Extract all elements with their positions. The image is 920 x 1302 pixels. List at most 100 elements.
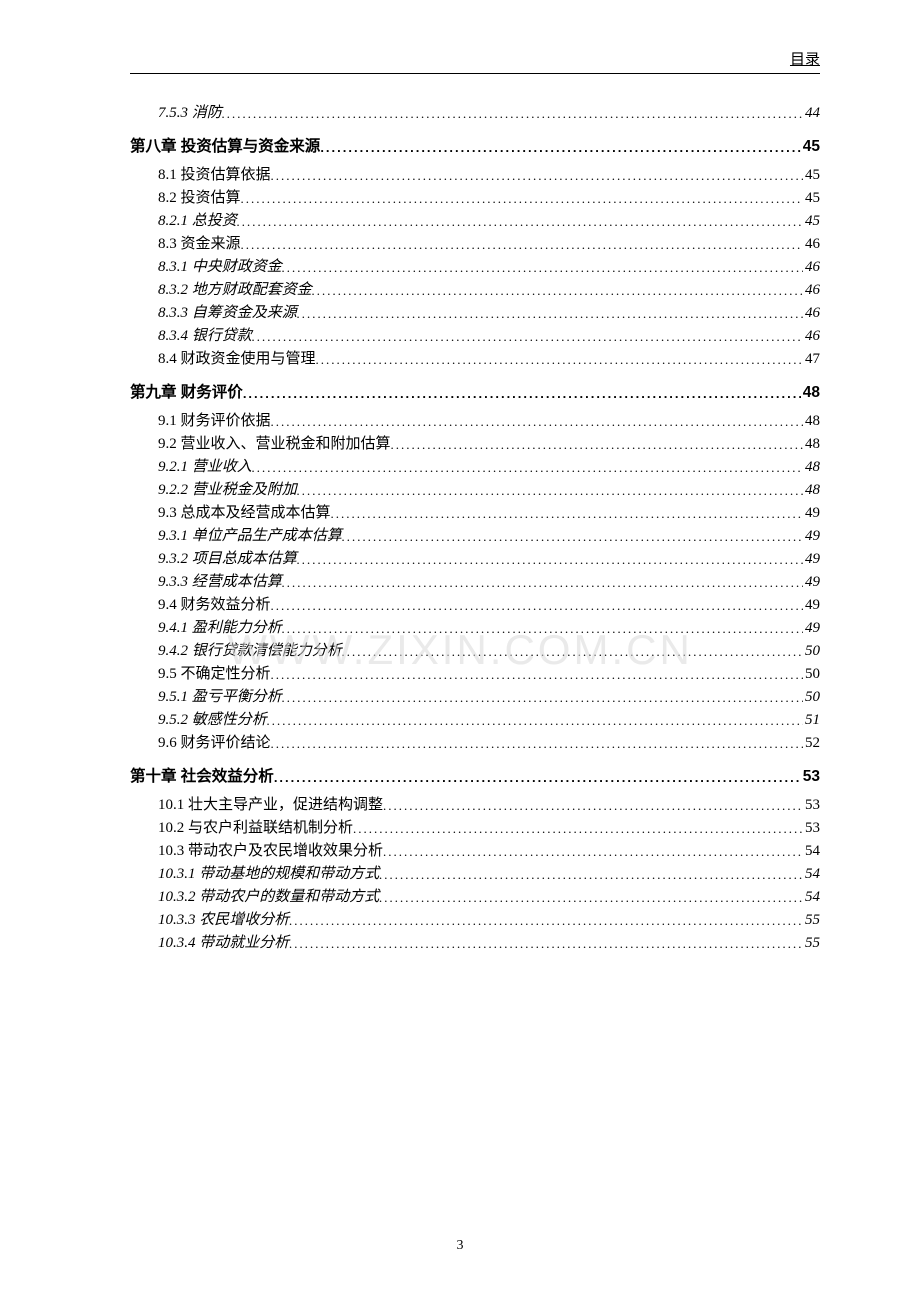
toc-entry-page: 53 <box>803 817 820 839</box>
toc-row: 9.3.1 单位产品生产成本估算49 <box>130 525 820 547</box>
toc-entry-page: 46 <box>803 325 820 347</box>
toc-row: 8.3.4 银行贷款46 <box>130 325 820 347</box>
toc-entry-label: 8.4 财政资金使用与管理 <box>158 348 316 370</box>
toc-leader-dots <box>379 887 803 908</box>
toc-row: 9.5 不确定性分析 50 <box>130 663 820 685</box>
toc-leader-dots <box>282 618 803 639</box>
toc-row: 9.2.1 营业收入48 <box>130 456 820 478</box>
toc-entry-page: 54 <box>803 840 820 862</box>
toc-entry-page: 49 <box>803 594 820 616</box>
toc-leader-dots <box>353 818 803 839</box>
toc-leader-dots <box>241 234 803 255</box>
toc-row: 10.3.1 带动基地的规模和带动方式54 <box>130 863 820 885</box>
toc-row: 9.3.2 项目总成本估算49 <box>130 548 820 570</box>
toc-entry-label: 第八章 投资估算与资金来源 <box>130 134 320 156</box>
toc-row: 9.2.2 营业税金及附加48 <box>130 479 820 501</box>
toc-entry-label: 10.1 壮大主导产业，促进结构调整 <box>158 794 383 816</box>
toc-entry-page: 55 <box>803 909 820 931</box>
toc-entry-page: 44 <box>803 102 820 124</box>
toc-entry-page: 46 <box>803 279 820 301</box>
toc-entry-page: 49 <box>803 525 820 547</box>
toc-leader-dots <box>243 386 801 401</box>
toc-entry-label: 9.1 财务评价依据 <box>158 410 271 432</box>
page-number: 3 <box>0 1238 920 1254</box>
toc-leader-dots <box>342 641 803 662</box>
toc-entry-label: 8.1 投资估算依据 <box>158 164 271 186</box>
header-rule <box>130 68 820 74</box>
toc-entry-label: 10.3.4 带动就业分析 <box>158 932 289 954</box>
toc-entry-page: 54 <box>803 886 820 908</box>
toc-leader-dots <box>289 910 803 931</box>
toc-entry-label: 8.3.1 中央财政资金 <box>158 256 282 278</box>
toc-row: 8.3.1 中央财政资金46 <box>130 256 820 278</box>
toc-row: 8.4 财政资金使用与管理47 <box>130 348 820 370</box>
toc-leader-dots <box>320 140 800 155</box>
toc-entry-page: 49 <box>803 548 820 570</box>
toc-row: 8.3.3 自筹资金及来源46 <box>130 302 820 324</box>
toc-row: 9.3.3 经营成本估算 49 <box>130 571 820 593</box>
toc-leader-dots <box>312 280 803 301</box>
toc-entry-label: 第十章 社会效益分析 <box>130 764 274 786</box>
toc-entry-page: 48 <box>803 433 820 455</box>
toc-row: 10.3.4 带动就业分析 55 <box>130 932 820 954</box>
toc-entry-label: 9.4.2 银行贷款清偿能力分析 <box>158 640 342 662</box>
toc-row: 第八章 投资估算与资金来源45 <box>130 134 820 156</box>
toc-leader-dots <box>297 303 803 324</box>
toc-entry-label: 8.3.3 自筹资金及来源 <box>158 302 297 324</box>
toc-entry-page: 49 <box>803 502 820 524</box>
toc-leader-dots <box>282 257 803 278</box>
toc-row: 8.1 投资估算依据45 <box>130 164 820 186</box>
toc-entry-page: 50 <box>803 686 820 708</box>
toc-entry-page: 48 <box>803 410 820 432</box>
toc-entry-label: 8.3 资金来源 <box>158 233 241 255</box>
toc-row: 10.3 带动农户及农民增收效果分析54 <box>130 840 820 862</box>
toc-entry-label: 9.6 财务评价结论 <box>158 732 271 754</box>
toc-row: 10.3.2 带动农户的数量和带动方式 54 <box>130 886 820 908</box>
toc-row: 8.3.2 地方财政配套资金46 <box>130 279 820 301</box>
toc-entry-label: 10.3.3 农民增收分析 <box>158 909 289 931</box>
toc-leader-dots <box>383 841 803 862</box>
toc-row: 9.1 财务评价依据 48 <box>130 410 820 432</box>
toc-leader-dots <box>271 411 803 432</box>
toc-entry-page: 49 <box>803 571 820 593</box>
toc-row: 10.3.3 农民增收分析 55 <box>130 909 820 931</box>
toc-entry-page: 50 <box>803 640 820 662</box>
toc-entry-label: 9.2 营业收入、营业税金和附加估算 <box>158 433 391 455</box>
toc-leader-dots <box>282 572 803 593</box>
toc-entry-label: 7.5.3 消防 <box>158 102 222 124</box>
toc-entry-page: 52 <box>803 732 820 754</box>
toc-leader-dots <box>271 595 803 616</box>
toc-entry-label: 10.3.2 带动农户的数量和带动方式 <box>158 886 379 908</box>
toc-row: 9.3 总成本及经营成本估算49 <box>130 502 820 524</box>
toc-leader-dots <box>379 864 803 885</box>
page-container: 7.5.3 消防44第八章 投资估算与资金来源458.1 投资估算依据458.2… <box>0 0 920 954</box>
toc-entry-page: 45 <box>803 187 820 209</box>
toc-entry-label: 9.4.1 盈利能力分析 <box>158 617 282 639</box>
toc-entry-label: 9.5 不确定性分析 <box>158 663 271 685</box>
toc-leader-dots <box>271 664 803 685</box>
toc-entry-label: 9.5.1 盈亏平衡分析 <box>158 686 282 708</box>
toc-leader-dots <box>241 188 803 209</box>
toc-row: 8.3 资金来源46 <box>130 233 820 255</box>
toc-entry-label: 9.3.3 经营成本估算 <box>158 571 282 593</box>
toc-entry-page: 50 <box>803 663 820 685</box>
toc-leader-dots <box>383 795 803 816</box>
toc-row: 9.4 财务效益分析49 <box>130 594 820 616</box>
toc-entry-label: 9.2.2 营业税金及附加 <box>158 479 297 501</box>
toc-entry-label: 8.2.1 总投资 <box>158 210 237 232</box>
toc-leader-dots <box>342 526 803 547</box>
toc-leader-dots <box>297 549 803 570</box>
toc-row: 8.2.1 总投资45 <box>130 210 820 232</box>
toc-row: 8.2 投资估算45 <box>130 187 820 209</box>
toc-entry-label: 9.5.2 敏感性分析 <box>158 709 267 731</box>
table-of-contents: 7.5.3 消防44第八章 投资估算与资金来源458.1 投资估算依据458.2… <box>130 102 820 954</box>
toc-leader-dots <box>274 770 801 785</box>
toc-row: 10.1 壮大主导产业，促进结构调整53 <box>130 794 820 816</box>
toc-entry-label: 第九章 财务评价 <box>130 380 243 402</box>
toc-entry-page: 55 <box>803 932 820 954</box>
toc-entry-page: 54 <box>803 863 820 885</box>
toc-row: 9.5.1 盈亏平衡分析 50 <box>130 686 820 708</box>
toc-leader-dots <box>271 165 803 186</box>
toc-leader-dots <box>252 326 803 347</box>
toc-entry-page: 48 <box>801 384 820 402</box>
